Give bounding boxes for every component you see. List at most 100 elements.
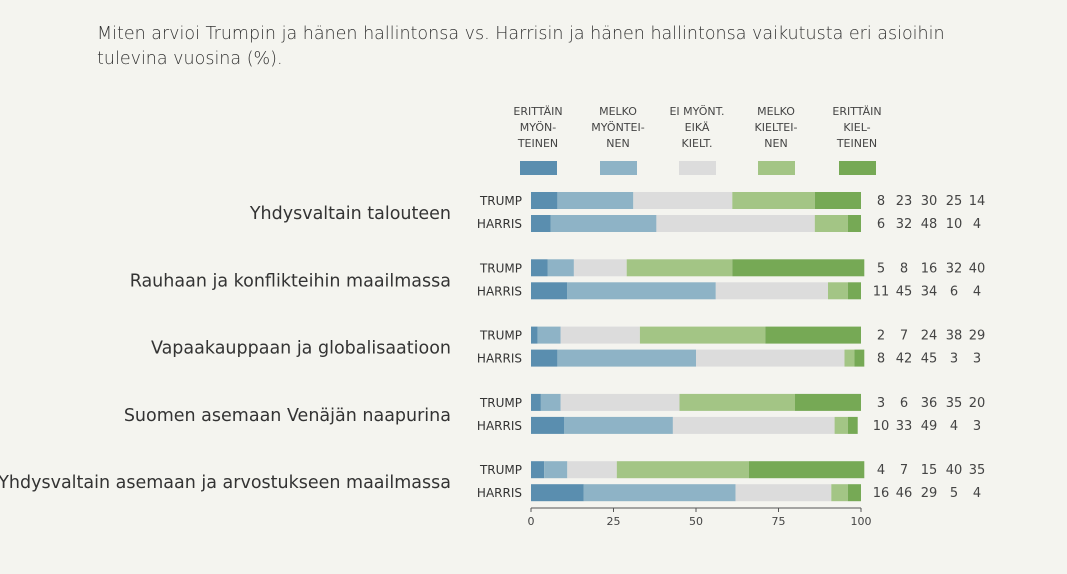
x-tick-label: 0 bbox=[528, 515, 535, 528]
value-label: 3 bbox=[950, 352, 958, 367]
value-label: 7 bbox=[900, 329, 908, 344]
value-label: 35 bbox=[969, 463, 986, 478]
value-label: 8 bbox=[877, 194, 885, 209]
bar-segment bbox=[672, 416, 835, 434]
category-label: Suomen asemaan Venäjän naapurina bbox=[124, 406, 451, 426]
bar-segment bbox=[550, 215, 657, 232]
value-label: 4 bbox=[950, 419, 958, 434]
value-label: 32 bbox=[896, 217, 913, 232]
series-label: TRUMP bbox=[479, 261, 522, 275]
value-label: 38 bbox=[946, 329, 963, 344]
value-label: 7 bbox=[900, 463, 908, 478]
bar-segment bbox=[679, 393, 795, 411]
bar-segment bbox=[560, 326, 640, 344]
legend-swatch bbox=[600, 161, 637, 175]
value-label: 3 bbox=[877, 396, 885, 411]
bar-segment bbox=[735, 484, 832, 502]
value-label: 36 bbox=[921, 396, 938, 411]
value-label: 25 bbox=[946, 194, 963, 209]
value-label: 4 bbox=[973, 217, 981, 232]
value-label: 4 bbox=[877, 463, 885, 478]
bar-segment bbox=[828, 282, 848, 300]
value-label: 8 bbox=[877, 352, 885, 367]
category-label: Rauhaan ja konflikteihin maailmassa bbox=[130, 271, 451, 291]
value-label: 45 bbox=[896, 284, 913, 299]
value-label: 24 bbox=[921, 329, 938, 344]
bar-segment bbox=[531, 461, 545, 479]
series-label: TRUMP bbox=[479, 463, 522, 477]
bar-segment bbox=[531, 192, 558, 209]
bar-segment bbox=[748, 461, 865, 479]
value-label: 32 bbox=[946, 261, 963, 276]
bar-segment bbox=[537, 326, 561, 344]
bar-segment bbox=[626, 259, 733, 277]
bar-segment bbox=[732, 192, 815, 209]
bar-segment bbox=[715, 282, 828, 300]
value-label: 40 bbox=[969, 261, 986, 276]
legend-swatch bbox=[679, 161, 716, 175]
x-tick-label: 25 bbox=[607, 515, 621, 528]
value-label: 4 bbox=[973, 284, 981, 299]
bar-segment bbox=[765, 326, 861, 344]
value-label: 23 bbox=[896, 194, 913, 209]
value-label: 5 bbox=[877, 261, 885, 276]
legend-label: MELKO KIELTEI- NEN bbox=[754, 105, 798, 150]
bar-segment bbox=[531, 393, 541, 411]
bar-segment bbox=[831, 484, 848, 502]
bar-segment bbox=[814, 215, 848, 232]
value-label: 20 bbox=[969, 396, 986, 411]
value-label: 3 bbox=[973, 419, 981, 434]
legend-swatch bbox=[520, 161, 557, 175]
bar-segment bbox=[847, 484, 861, 502]
value-label: 33 bbox=[896, 419, 913, 434]
value-label: 10 bbox=[873, 419, 890, 434]
bar-segment bbox=[560, 393, 680, 411]
value-label: 29 bbox=[921, 486, 938, 501]
value-label: 16 bbox=[873, 486, 890, 501]
bar-segment bbox=[844, 349, 855, 367]
value-label: 10 bbox=[946, 217, 963, 232]
bar-segment bbox=[531, 326, 538, 344]
value-label: 49 bbox=[921, 419, 938, 434]
value-label: 15 bbox=[921, 463, 938, 478]
value-label: 4 bbox=[973, 486, 981, 501]
bar-segment bbox=[544, 461, 568, 479]
bar-segment bbox=[583, 484, 736, 502]
chart-title: Miten arvioi Trumpin ja hänen hallintons… bbox=[97, 24, 945, 69]
legend-label: ERITTÄIN KIEL- TEINEN bbox=[832, 105, 882, 150]
value-label: 46 bbox=[896, 486, 913, 501]
value-label: 40 bbox=[946, 463, 963, 478]
value-label: 3 bbox=[973, 352, 981, 367]
bar-segment bbox=[567, 282, 716, 300]
value-label: 11 bbox=[873, 284, 890, 299]
category-label: Yhdysvaltain asemaan ja arvostukseen maa… bbox=[0, 473, 451, 493]
bar-segment bbox=[814, 192, 861, 209]
value-label: 42 bbox=[896, 352, 913, 367]
value-label: 45 bbox=[921, 352, 938, 367]
x-tick-label: 50 bbox=[689, 515, 703, 528]
category-label: Vapaakauppaan ja globalisaatioon bbox=[151, 339, 451, 359]
bar-segment bbox=[732, 259, 865, 277]
bar-segment bbox=[633, 192, 733, 209]
bar-segment bbox=[557, 192, 634, 209]
value-label: 16 bbox=[921, 261, 938, 276]
bar-segment bbox=[531, 416, 564, 434]
bar-segment bbox=[557, 349, 696, 367]
bar-segment bbox=[656, 215, 815, 232]
value-label: 6 bbox=[877, 217, 885, 232]
series-label: HARRIS bbox=[477, 419, 522, 433]
legend-swatch bbox=[839, 161, 876, 175]
bar-segment bbox=[567, 461, 617, 479]
bar-segment bbox=[616, 461, 749, 479]
bar-segment bbox=[847, 215, 861, 232]
bar-segment bbox=[847, 416, 858, 434]
bar-segment bbox=[531, 282, 568, 300]
bar-segment bbox=[547, 259, 574, 277]
series-label: TRUMP bbox=[479, 194, 522, 208]
series-label: HARRIS bbox=[477, 352, 522, 366]
x-tick-label: 75 bbox=[772, 515, 786, 528]
value-label: 6 bbox=[900, 396, 908, 411]
series-label: HARRIS bbox=[477, 486, 522, 500]
value-label: 6 bbox=[950, 284, 958, 299]
